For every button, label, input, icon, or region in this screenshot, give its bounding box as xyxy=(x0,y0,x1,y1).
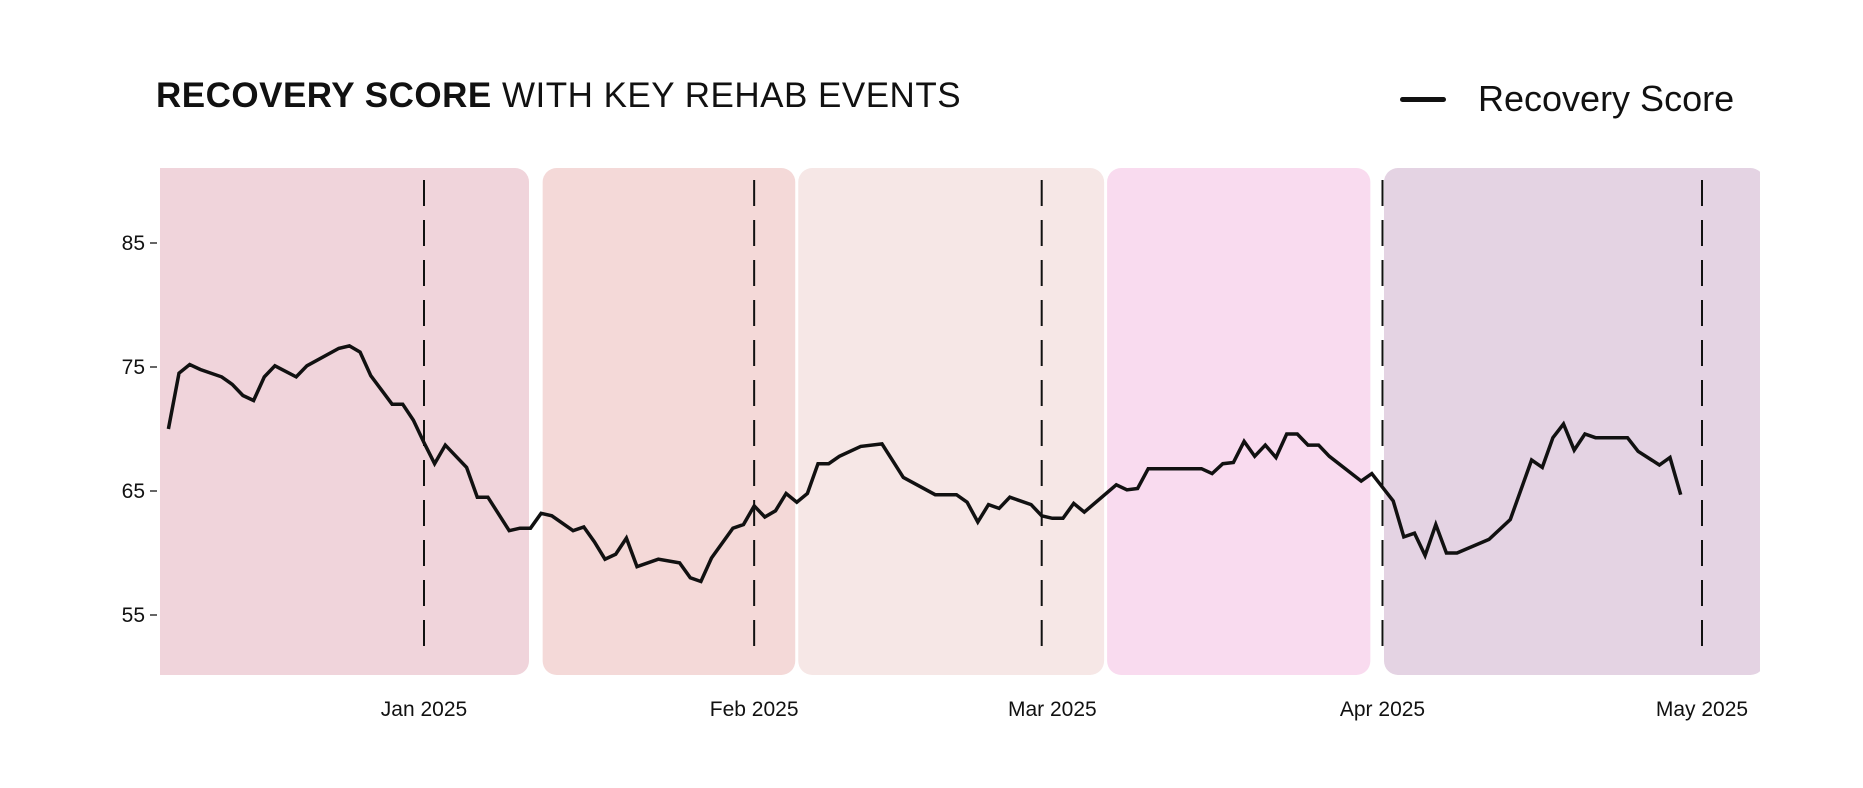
series-line-recovery-score xyxy=(166,344,1683,584)
x-tick-label-jan-2025: Jan 2025 xyxy=(381,698,467,721)
y-tick-label-75: 75 xyxy=(122,356,145,379)
legend-line-swatch xyxy=(1400,96,1446,102)
chart-title-rest: WITH KEY REHAB EVENTS xyxy=(501,76,962,115)
x-tick-label-mar-2025: Mar 2025 xyxy=(1008,698,1097,721)
chart-title-bold: RECOVERY SCORE xyxy=(156,76,492,115)
phase-bands xyxy=(160,168,1849,675)
y-tick-label-85: 85 xyxy=(122,232,145,255)
x-tick-label-apr-2025: Apr 2025 xyxy=(1340,698,1425,721)
phase-band-5 xyxy=(1384,168,1760,675)
y-tick-label-65: 65 xyxy=(122,480,145,503)
chart-title: RECOVERY SCORE WITH KEY REHAB EVENTS xyxy=(156,76,961,116)
phase-band-4 xyxy=(1107,168,1371,675)
chart-legend: Recovery Score xyxy=(1400,78,1734,120)
phase-band-6 xyxy=(1767,168,1849,675)
phase-band-1 xyxy=(160,168,529,675)
phase-band-3 xyxy=(798,168,1105,675)
legend-label: Recovery Score xyxy=(1478,78,1735,119)
phase-band-2 xyxy=(542,168,796,675)
x-tick-label-feb-2025: Feb 2025 xyxy=(710,698,799,721)
x-tick-label-may-2025: May 2025 xyxy=(1656,698,1748,721)
y-tick-label-55: 55 xyxy=(122,604,145,627)
